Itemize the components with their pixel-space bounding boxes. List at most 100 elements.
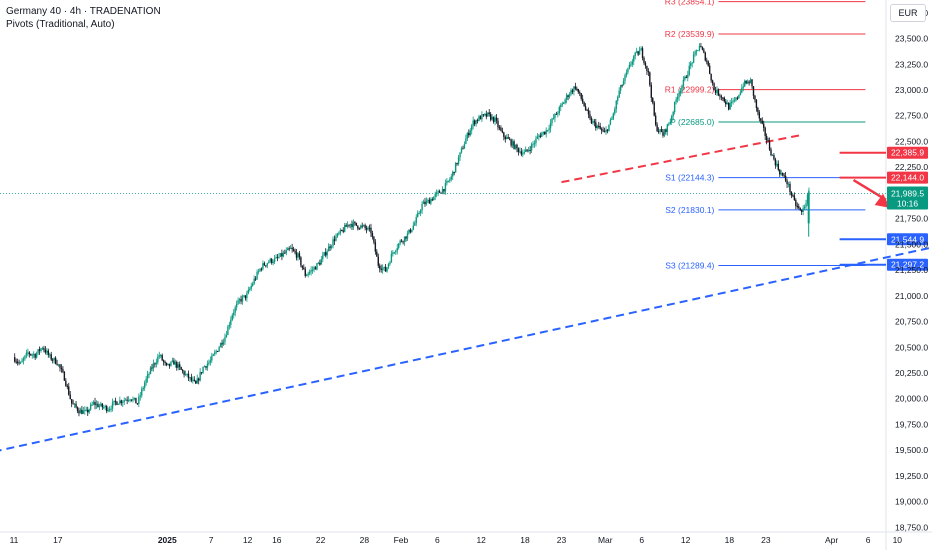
- candle-body: [46, 350, 48, 353]
- candle-body: [348, 224, 350, 226]
- candle-body: [221, 343, 223, 345]
- candle-body: [807, 193, 810, 224]
- candle-body: [428, 199, 431, 204]
- candle-body: [603, 131, 606, 133]
- candle-body: [454, 162, 457, 173]
- candle-body: [786, 180, 788, 185]
- candle-body: [779, 169, 781, 175]
- currency-button[interactable]: EUR: [890, 4, 926, 22]
- candle-body: [241, 296, 244, 302]
- candle-body: [16, 361, 19, 363]
- candle-body: [336, 233, 339, 237]
- candle-body: [749, 79, 752, 84]
- candle-body: [206, 363, 209, 368]
- candle-body: [793, 195, 796, 201]
- candle-body: [209, 360, 212, 363]
- price-axis[interactable]: 18,750.0 19,000.0 19,250.0 19,500.0 19,750.0…: [895, 8, 928, 533]
- candle-body: [695, 50, 698, 52]
- symbol-title[interactable]: Germany 40 · 4h · TRADENATION: [6, 6, 161, 17]
- candle-body: [181, 369, 184, 372]
- candle-body: [609, 119, 612, 125]
- candle-body: [265, 265, 267, 267]
- candle-body: [571, 90, 574, 93]
- candle-body: [330, 245, 333, 248]
- candle-body: [777, 163, 780, 170]
- candle-body: [349, 224, 352, 226]
- candle-body: [751, 79, 753, 87]
- candle-body: [554, 113, 556, 119]
- candle-body: [627, 68, 629, 73]
- candle-body: [402, 241, 404, 243]
- candle-body: [617, 97, 619, 101]
- candle-body: [85, 409, 87, 411]
- candle-body: [533, 143, 536, 145]
- candle-body: [584, 106, 587, 110]
- candle-body: [59, 364, 61, 368]
- candle-body: [40, 348, 42, 352]
- candle-body: [624, 75, 626, 81]
- candle-body: [538, 135, 540, 137]
- candle-body: [519, 151, 521, 153]
- candle-body: [687, 74, 689, 78]
- candle-body: [746, 81, 749, 84]
- candle-body: [135, 397, 137, 404]
- candle-body: [381, 267, 384, 270]
- candle-body: [739, 92, 742, 95]
- time-tick-label: 11: [10, 535, 19, 545]
- candle-body: [414, 223, 416, 226]
- candle-body: [246, 293, 248, 299]
- candle-body: [798, 206, 800, 208]
- candle-body: [570, 90, 572, 95]
- candle-body: [37, 349, 39, 354]
- price-tick-label: 21,250.0: [895, 265, 928, 275]
- candle-body: [412, 225, 415, 230]
- candle-body: [784, 175, 787, 181]
- candle-body: [197, 378, 200, 381]
- candles[interactable]: [14, 43, 810, 417]
- candle-body: [514, 144, 517, 149]
- candle-body: [72, 403, 74, 405]
- candle-body: [733, 100, 736, 102]
- candle-body: [568, 94, 571, 97]
- candle-body: [698, 45, 701, 51]
- candle-body: [631, 61, 634, 65]
- candle-body: [360, 225, 362, 229]
- candle-body: [281, 253, 283, 257]
- candle-body: [558, 107, 561, 114]
- candle-body: [56, 363, 58, 365]
- candle-body: [379, 265, 381, 269]
- candle-body: [60, 367, 63, 370]
- candle-body: [564, 99, 566, 104]
- time-tick-label: 23: [761, 535, 771, 545]
- candle-body: [225, 334, 228, 338]
- candle-body: [742, 86, 744, 88]
- candle-body: [560, 105, 562, 108]
- candle-body: [482, 114, 485, 116]
- candle-body: [332, 239, 334, 246]
- candle-body: [393, 252, 396, 254]
- candle-body: [314, 267, 317, 270]
- candle-body: [122, 401, 124, 403]
- candle-body: [127, 399, 130, 401]
- candle-body: [76, 407, 79, 411]
- price-tick-label: 23,250.0: [895, 59, 928, 69]
- candle-body: [716, 89, 718, 93]
- candle-body: [453, 171, 455, 173]
- indicator-title[interactable]: Pivots (Traditional, Auto): [6, 19, 115, 30]
- candle-body: [155, 362, 158, 365]
- candle-body: [443, 189, 445, 192]
- candle-body: [431, 199, 433, 201]
- candle-body: [437, 191, 439, 193]
- candle-body: [103, 407, 105, 409]
- candle-body: [126, 399, 128, 401]
- price-tick-label: 22,250.0: [895, 162, 928, 172]
- candle-body: [787, 183, 790, 185]
- candle-body: [97, 403, 99, 408]
- candle-body: [27, 352, 29, 354]
- candle-body: [614, 109, 616, 114]
- time-axis[interactable]: 11 17 2025 7 12 16 22 28 Feb 6 12 18 23 Mar 6 12 18 23 Apr…: [10, 535, 903, 545]
- candle-body: [720, 96, 723, 98]
- price-tick-label: 20,500.0: [895, 342, 928, 352]
- key-level-tag-label: 21,544.9: [891, 234, 924, 244]
